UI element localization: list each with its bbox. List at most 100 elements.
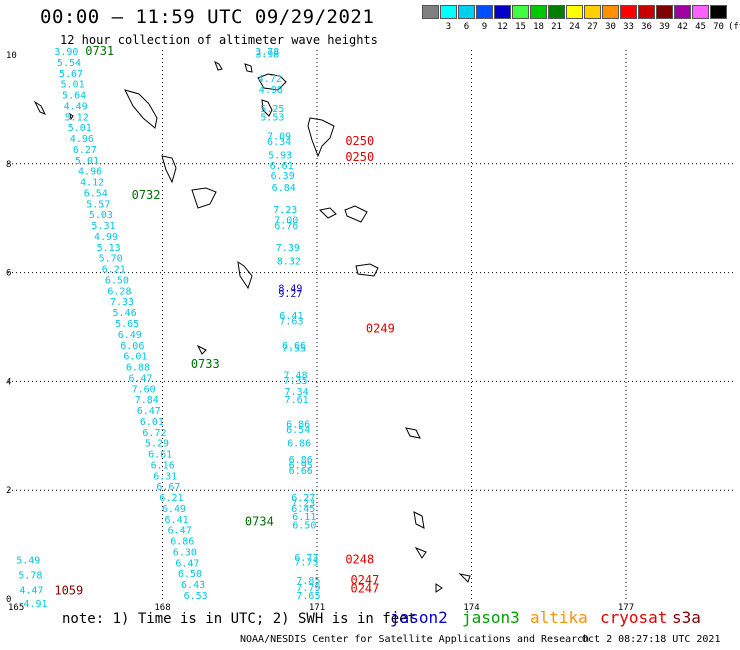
swh-reading[interactable]: 7.55	[282, 343, 306, 354]
swh-reading[interactable]: 5.70	[99, 254, 123, 265]
swh-reading[interactable]: 4.12	[80, 178, 104, 189]
swh-reading[interactable]: 5.46	[113, 308, 137, 319]
swh-reading[interactable]: 6.47	[137, 406, 161, 417]
swh-reading[interactable]: 6.86	[289, 455, 313, 466]
swh-reading[interactable]: 3.90	[54, 47, 78, 58]
swh-reading[interactable]: 6.73	[294, 553, 318, 564]
swh-reading[interactable]: 6.86	[287, 439, 311, 450]
swh-reading[interactable]: 7.33	[110, 297, 134, 308]
swh-reading[interactable]: 6.43	[181, 580, 205, 591]
swh-reading[interactable]: 5.54	[57, 58, 81, 69]
swh-reading[interactable]: 6.66	[282, 341, 306, 352]
swh-reading[interactable]: 4.49	[64, 101, 88, 112]
swh-reading[interactable]: 6.72	[142, 428, 166, 439]
swh-reading[interactable]: 6.41	[165, 515, 189, 526]
swh-reading[interactable]: 7.23	[291, 499, 315, 510]
swh-reading[interactable]: 4.98	[259, 85, 283, 96]
swh-reading[interactable]: 5.12	[65, 112, 89, 123]
swh-reading[interactable]: 4.99	[94, 232, 118, 243]
swh-reading[interactable]: 8.49	[278, 284, 302, 295]
swh-reading[interactable]: 7.63	[279, 316, 303, 327]
swh-reading[interactable]: 6.86	[170, 537, 194, 548]
swh-reading[interactable]: 9.27	[278, 289, 302, 300]
swh-reading[interactable]: 4.96	[70, 134, 94, 145]
swh-reading[interactable]: 7.09	[267, 131, 291, 142]
swh-reading[interactable]: 6.54	[84, 188, 108, 199]
swh-reading[interactable]: 6.34	[267, 137, 291, 148]
swh-reading[interactable]: 7.39	[276, 243, 300, 254]
swh-reading[interactable]: 6.84	[272, 183, 296, 194]
swh-reading[interactable]: 6.49	[118, 330, 142, 341]
swh-reading[interactable]: 6.54	[286, 425, 310, 436]
swh-reading[interactable]: 6.50	[292, 520, 316, 531]
swh-reading[interactable]: 6.06	[120, 341, 144, 352]
swh-reading[interactable]: 7.65	[296, 591, 320, 602]
swh-reading[interactable]: 6.31	[153, 471, 177, 482]
swh-reading[interactable]: 4.96	[78, 167, 102, 178]
swh-reading[interactable]: 7.84	[135, 395, 159, 406]
swh-reading[interactable]: 7.34	[285, 387, 309, 398]
swh-reading[interactable]: 7.79	[296, 583, 320, 594]
swh-reading[interactable]: 5.78	[18, 570, 42, 581]
swh-reading[interactable]: 6.61	[148, 450, 172, 461]
legend-swatch	[512, 5, 529, 19]
swh-reading[interactable]: 8.32	[277, 256, 301, 267]
swh-reading[interactable]: 5.65	[115, 319, 139, 330]
swh-reading[interactable]: 7.73	[294, 557, 318, 568]
swh-reading[interactable]: 6.01	[140, 417, 164, 428]
swh-reading[interactable]: 6.47	[175, 558, 199, 569]
swh-reading[interactable]: 6.27	[73, 145, 97, 156]
swh-reading[interactable]: 3.98	[255, 50, 279, 61]
swh-reading[interactable]: 6.67	[156, 482, 180, 493]
swh-reading[interactable]: 7.35	[284, 376, 308, 387]
swh-reading[interactable]: 5.31	[91, 221, 115, 232]
swh-reading[interactable]: 6.16	[151, 460, 175, 471]
swh-reading[interactable]: 4.47	[19, 586, 43, 597]
swh-reading[interactable]: 7.23	[273, 205, 297, 216]
swh-reading[interactable]: 5.01	[68, 123, 92, 134]
swh-reading[interactable]: 6.28	[107, 286, 131, 297]
swh-reading[interactable]: 5.01	[61, 80, 85, 91]
swh-reading[interactable]: 6.21	[159, 493, 183, 504]
swh-reading[interactable]: 6.61	[270, 161, 294, 172]
swh-reading[interactable]: 6.45	[291, 504, 315, 515]
swh-reading[interactable]: 6.95	[289, 460, 313, 471]
swh-reading[interactable]: 6.01	[123, 352, 147, 363]
swh-reading[interactable]: 6.47	[168, 526, 192, 537]
swh-reading[interactable]: 6.41	[279, 311, 303, 322]
swh-reading[interactable]: 6.86	[286, 420, 310, 431]
swh-reading[interactable]: 4.91	[23, 599, 47, 610]
swh-reading[interactable]: 5.03	[89, 210, 113, 221]
swh-reading[interactable]: 5.29	[145, 439, 169, 450]
swh-reading[interactable]: 6.30	[173, 547, 197, 558]
swh-reading[interactable]: 6.39	[271, 171, 295, 182]
swh-reading[interactable]: 6.11	[292, 512, 316, 523]
swh-reading[interactable]: 5.01	[75, 156, 99, 167]
swh-reading[interactable]: 5.57	[86, 199, 110, 210]
swh-reading[interactable]: 6.47	[129, 373, 153, 384]
swh-reading[interactable]: 7.61	[285, 395, 309, 406]
swh-reading[interactable]: 6.88	[126, 363, 150, 374]
swh-reading[interactable]: 6.27	[291, 493, 315, 504]
swh-reading[interactable]: 5.67	[59, 69, 83, 80]
swh-reading[interactable]: 7.00	[274, 216, 298, 227]
swh-reading[interactable]: 5.64	[62, 91, 86, 102]
swh-reading[interactable]: 5.25	[260, 104, 284, 115]
swh-reading[interactable]: 5.13	[97, 243, 121, 254]
swh-reading[interactable]: 3.78	[255, 47, 279, 58]
swh-reading[interactable]: 7.85	[296, 576, 320, 587]
swh-reading[interactable]: 6.50	[105, 275, 129, 286]
swh-reading[interactable]: 5.49	[16, 556, 40, 567]
swh-reading[interactable]: 6.53	[184, 591, 208, 602]
swh-reading[interactable]: 7.48	[284, 371, 308, 382]
swh-reading[interactable]: 6.50	[178, 569, 202, 580]
swh-reading[interactable]: 4.72	[258, 74, 282, 85]
swh-reading[interactable]: 7.60	[132, 384, 156, 395]
swh-reading[interactable]: 5.93	[268, 150, 292, 161]
swh-reading[interactable]: 6.76	[274, 221, 298, 232]
swh-reading[interactable]: 6.66	[289, 466, 313, 477]
swh-reading[interactable]: 6.49	[162, 504, 186, 515]
swh-reading[interactable]: 6.21	[102, 265, 126, 276]
swh-reading[interactable]: 5.53	[260, 112, 284, 123]
